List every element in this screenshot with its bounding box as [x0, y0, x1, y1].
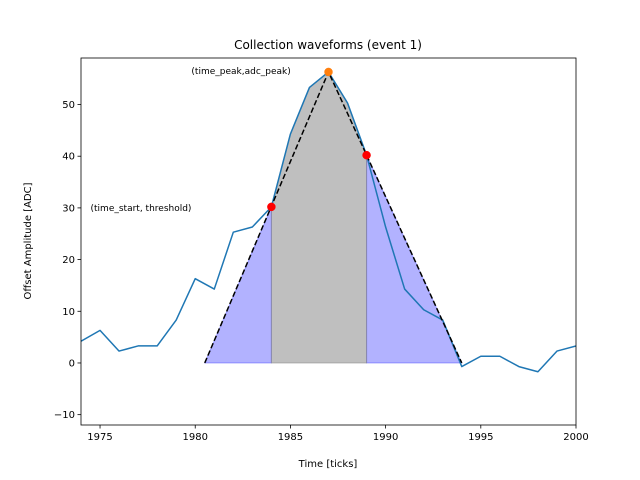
- x-tick-label: 1995: [468, 432, 493, 443]
- x-tick-label: 1980: [183, 432, 208, 443]
- y-tick-label: 20: [62, 255, 75, 266]
- x-tick-label: 1975: [87, 432, 112, 443]
- y-tick-label: −10: [54, 410, 75, 421]
- y-tick-label: 0: [69, 358, 75, 369]
- y-axis-label: Offset Amplitude [ADC]: [23, 182, 34, 299]
- y-tick-label: 40: [62, 152, 75, 163]
- x-axis-label: Time [ticks]: [298, 459, 358, 470]
- plot-area: [81, 67, 576, 373]
- marker-point-0: [267, 202, 276, 212]
- x-tick-label: 1985: [278, 432, 303, 443]
- y-axis: −10 0 10 20 30 40 50: [54, 100, 81, 421]
- x-tick-label: 2000: [563, 432, 588, 443]
- y-tick-label: 50: [62, 100, 75, 111]
- x-axis: 1975 1980 1985 1990 1995 2000: [87, 425, 589, 443]
- marker-point-2: [324, 67, 333, 77]
- y-tick-label: 30: [62, 203, 75, 214]
- x-tick-label: 1990: [373, 432, 398, 443]
- marker-point-1: [362, 150, 371, 160]
- annotations: (time_start, threshold) (time_peak,adc_pe…: [91, 67, 291, 214]
- annotation-label-0: (time_start, threshold): [91, 204, 192, 214]
- y-tick-label: 10: [62, 307, 75, 318]
- plot-frame: [80, 57, 577, 426]
- chart-title: Collection waveforms (event 1): [234, 38, 422, 52]
- annotation-label-1: (time_peak,adc_peak): [191, 67, 290, 77]
